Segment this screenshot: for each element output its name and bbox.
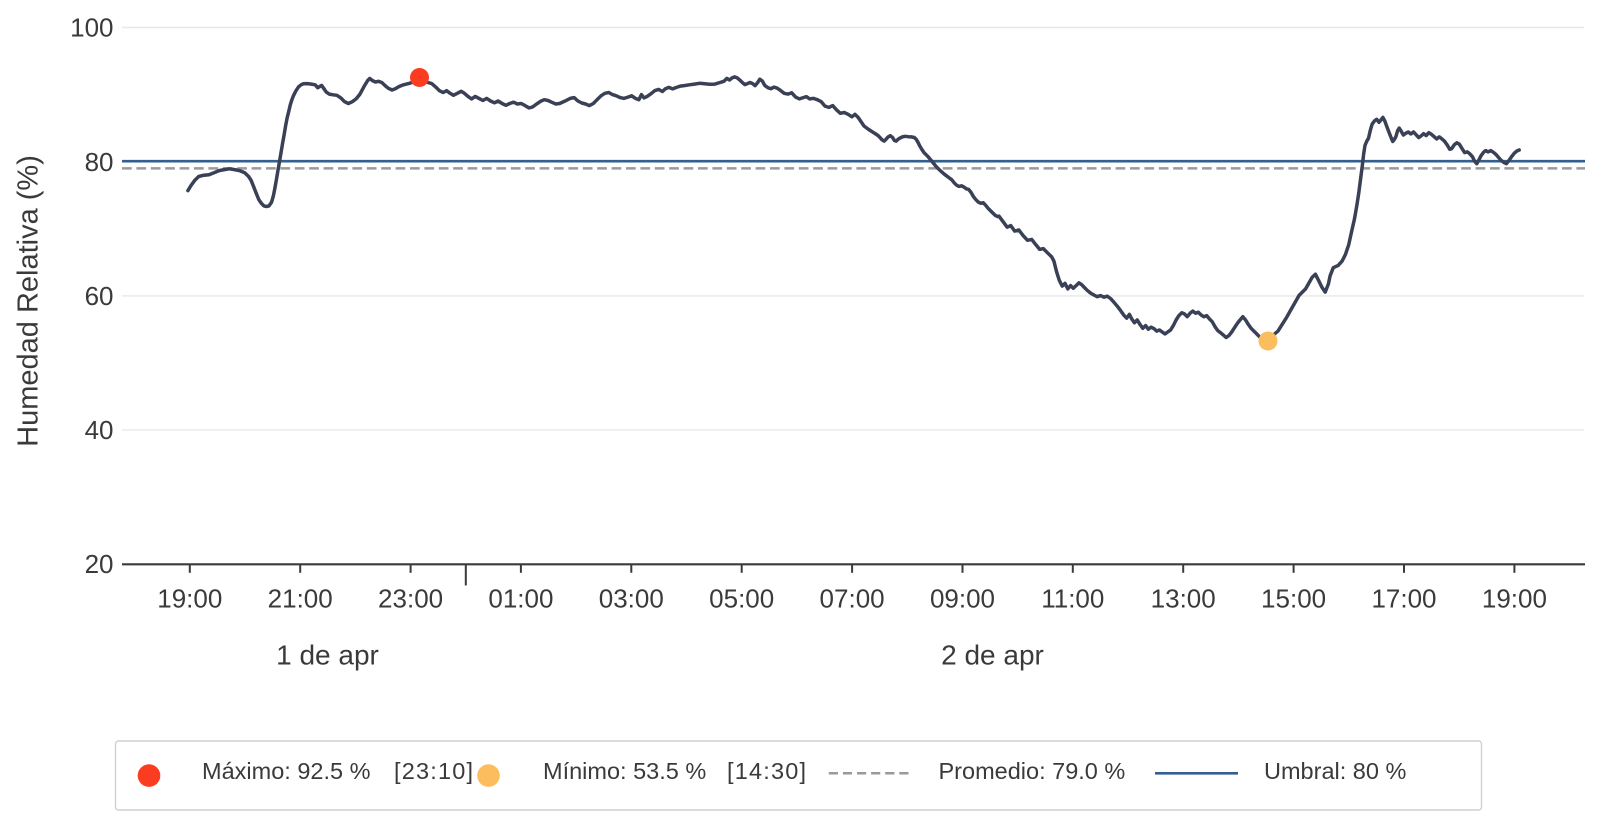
svg-text:19:00: 19:00 [1482, 584, 1547, 614]
svg-text:23:00: 23:00 [378, 584, 443, 614]
svg-text:17:00: 17:00 [1371, 584, 1436, 614]
svg-text:60: 60 [85, 281, 114, 311]
svg-text:05:00: 05:00 [709, 584, 774, 614]
svg-text:03:00: 03:00 [599, 584, 664, 614]
svg-text:19:00: 19:00 [157, 584, 222, 614]
svg-text:40: 40 [85, 415, 114, 445]
svg-text:Umbral: 80 %: Umbral: 80 % [1264, 758, 1406, 784]
svg-text:20: 20 [85, 549, 114, 579]
svg-text:09:00: 09:00 [930, 584, 995, 614]
svg-text:Promedio: 79.0 %: Promedio: 79.0 % [939, 758, 1126, 784]
svg-text:1 de apr: 1 de apr [276, 640, 379, 671]
svg-text:80: 80 [85, 147, 114, 177]
svg-text:Máximo: 92.5 %: Máximo: 92.5 % [202, 758, 371, 784]
svg-text:11:00: 11:00 [1041, 584, 1104, 614]
svg-text:13:00: 13:00 [1151, 584, 1216, 614]
svg-text:100: 100 [70, 13, 113, 43]
svg-text:Humedad Relativa (%): Humedad Relativa (%) [13, 155, 45, 447]
svg-text:[23:10]: [23:10] [394, 758, 474, 784]
svg-text:21:00: 21:00 [268, 584, 333, 614]
svg-text:Mínimo: 53.5 %: Mínimo: 53.5 % [543, 758, 706, 784]
svg-text:2 de apr: 2 de apr [941, 640, 1044, 671]
svg-text:15:00: 15:00 [1261, 584, 1326, 614]
svg-text:07:00: 07:00 [820, 584, 885, 614]
svg-text:01:00: 01:00 [488, 584, 553, 614]
svg-text:[14:30]: [14:30] [727, 758, 807, 784]
